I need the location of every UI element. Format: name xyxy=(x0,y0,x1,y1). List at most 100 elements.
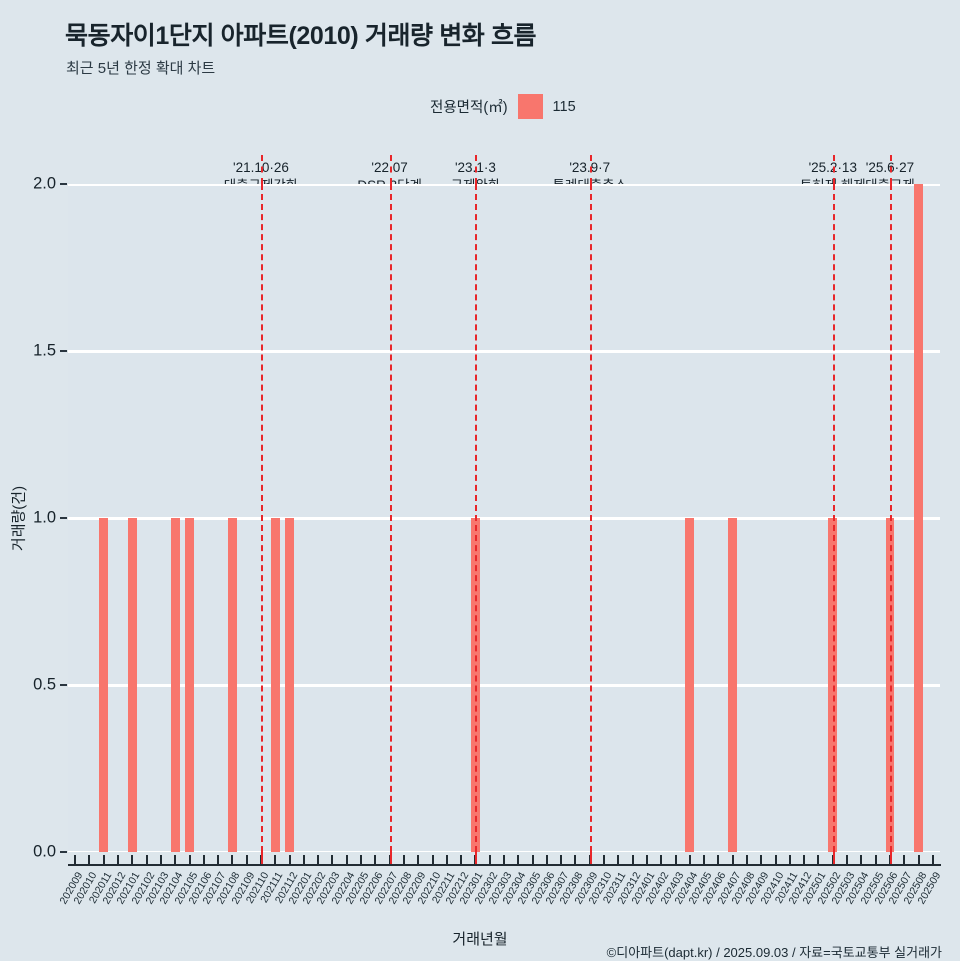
y-tick-mark xyxy=(60,851,67,853)
x-tick-mark xyxy=(102,855,105,865)
y-tick-label-1.5: 1.5 xyxy=(33,341,56,360)
x-tick-mark xyxy=(202,855,205,865)
x-tick-mark xyxy=(431,855,434,865)
x-tick-mark xyxy=(660,855,663,865)
x-tick-mark xyxy=(560,855,563,865)
event-line-ext-bottom-202502 xyxy=(832,852,835,864)
x-tick-mark xyxy=(545,855,548,865)
bar-202502[interactable] xyxy=(828,518,838,852)
x-tick-mark xyxy=(817,855,820,865)
x-tick-mark xyxy=(488,855,491,865)
bar-202011[interactable] xyxy=(99,518,109,852)
x-tick-mark xyxy=(803,855,806,865)
x-tick-mark xyxy=(288,855,291,865)
x-tick-mark xyxy=(903,855,906,865)
event-line-202502 xyxy=(832,184,835,852)
bar-202404[interactable] xyxy=(685,518,695,852)
footer-note: ©디아파트(dapt.kr) / 2025.09.03 / 자료=국토교통부 실… xyxy=(606,945,942,960)
x-tick-mark xyxy=(731,855,734,865)
x-tick-mark xyxy=(774,855,777,865)
event-line-202110 xyxy=(260,184,263,852)
x-tick-mark xyxy=(717,855,720,865)
y-tick-label-1.0: 1.0 xyxy=(33,508,56,527)
x-tick-mark xyxy=(874,855,877,865)
x-tick-mark xyxy=(145,855,148,865)
x-tick-mark xyxy=(703,855,706,865)
x-tick-mark xyxy=(688,855,691,865)
x-tick-mark xyxy=(131,855,134,865)
x-tick-mark xyxy=(931,855,934,865)
plot-area xyxy=(68,184,940,852)
x-tick-mark xyxy=(374,855,377,865)
x-tick-mark xyxy=(645,855,648,865)
x-tick-mark xyxy=(517,855,520,865)
bar-202108[interactable] xyxy=(227,518,237,852)
x-tick-mark xyxy=(788,855,791,865)
x-tick-mark xyxy=(274,855,277,865)
x-tick-mark xyxy=(317,855,320,865)
event-line-ext-bottom-202110 xyxy=(260,852,263,864)
event-line-ext-top-202207 xyxy=(389,155,392,184)
x-tick-mark xyxy=(402,855,405,865)
annotation-date: '23.1·3 xyxy=(454,160,496,175)
event-line-202506 xyxy=(889,184,892,852)
x-tick-mark xyxy=(117,855,120,865)
x-tick-mark xyxy=(217,855,220,865)
x-tick-mark xyxy=(860,855,863,865)
y-tick-mark xyxy=(60,350,67,352)
x-tick-mark xyxy=(631,855,634,865)
page-subtitle: 최근 5년 한정 확대 차트 xyxy=(66,60,216,77)
event-line-ext-bottom-202301 xyxy=(475,852,478,864)
event-line-202207 xyxy=(389,184,392,852)
bar-202112[interactable] xyxy=(285,518,294,852)
legend-swatch-115 xyxy=(517,94,543,119)
x-tick-mark xyxy=(460,855,463,865)
event-line-ext-bottom-202309 xyxy=(589,852,592,864)
x-tick-mark xyxy=(531,855,534,865)
x-tick-mark xyxy=(345,855,348,865)
gridline xyxy=(68,850,940,852)
x-tick-mark xyxy=(445,855,448,865)
x-tick-mark xyxy=(74,855,77,865)
x-tick-mark xyxy=(159,855,162,865)
gridline xyxy=(68,349,940,353)
y-axis-title: 거래량(건) xyxy=(10,485,28,552)
event-line-ext-top-202506 xyxy=(889,155,892,184)
bar-202111[interactable] xyxy=(270,518,280,852)
x-tick-mark xyxy=(245,855,248,865)
x-tick-mark xyxy=(603,855,606,865)
y-tick-mark xyxy=(60,183,67,185)
x-tick-mark xyxy=(360,855,363,865)
bar-202508[interactable] xyxy=(914,184,923,852)
x-tick-mark xyxy=(231,855,234,865)
gridline xyxy=(68,683,940,687)
x-tick-mark xyxy=(88,855,91,865)
bar-202101[interactable] xyxy=(127,518,137,852)
annotation-date: '23.9·7 xyxy=(569,160,611,175)
x-tick-mark xyxy=(674,855,677,865)
x-tick-mark xyxy=(574,855,577,865)
bar-202105[interactable] xyxy=(185,518,194,852)
legend: 전용면적(㎡) 115 xyxy=(430,94,576,119)
y-tick-mark xyxy=(60,684,67,686)
page-title: 묵동자이1단지 아파트(2010) 거래량 변화 흐름 xyxy=(65,22,537,50)
x-tick-mark xyxy=(417,855,420,865)
x-tick-mark xyxy=(188,855,191,865)
gridline xyxy=(68,516,940,520)
bar-202301[interactable] xyxy=(470,518,480,852)
bar-202407[interactable] xyxy=(728,518,738,852)
bar-202104[interactable] xyxy=(170,518,180,852)
event-line-202309 xyxy=(589,184,592,852)
x-tick-mark xyxy=(331,855,334,865)
event-line-ext-bottom-202506 xyxy=(889,852,892,864)
y-tick-label-2.0: 2.0 xyxy=(33,174,56,193)
y-tick-label-0.5: 0.5 xyxy=(33,675,56,694)
legend-title: 전용면적(㎡) xyxy=(430,100,508,116)
event-line-ext-top-202110 xyxy=(260,155,263,184)
annotation-date: '25.2·13 xyxy=(808,160,857,175)
x-tick-mark xyxy=(503,855,505,865)
x-tick-mark xyxy=(846,855,849,865)
legend-label-115: 115 xyxy=(552,98,576,115)
x-tick-mark xyxy=(617,855,620,865)
